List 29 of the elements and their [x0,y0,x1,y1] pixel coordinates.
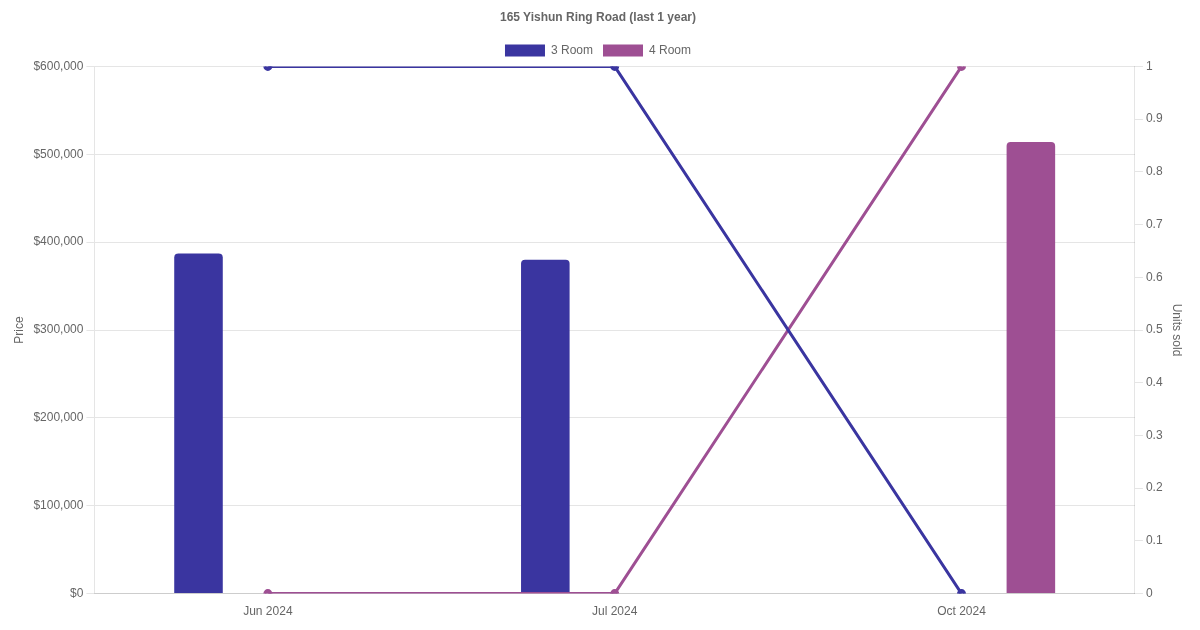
y2-tick-label: 0.2 [1145,480,1163,495]
y2-tick-label: 0.1 [1145,533,1163,548]
x-tick-label: Jun 2024 [243,604,293,619]
y2-tick-label: 0.5 [1145,322,1163,337]
x-tick-label: Jul 2024 [592,604,638,619]
legend-label: 3 Room [550,42,594,57]
legend-label: 4 Room [649,42,692,57]
y-tick-label: $600,000 [33,58,84,73]
y-tick-label: $400,000 [33,234,84,249]
y-tick-label: $0 [70,585,84,600]
bar [174,253,223,594]
y-tick-label: $500,000 [33,146,84,161]
y2-tick-label: 0.3 [1145,427,1163,442]
y2-axis-title: Units sold [1170,303,1185,357]
bar [1006,141,1056,594]
y2-tick-label: 0.8 [1145,164,1163,179]
y2-tick-label: 0.9 [1145,111,1163,126]
y2-tick-label: 0.6 [1145,269,1163,284]
bar [521,259,570,594]
y2-tick-label: 1 [1145,58,1153,73]
y-tick-label: $200,000 [33,410,84,425]
chart-title: 165 Yishun Ring Road (last 1 year) [499,9,697,24]
y2-tick-label: 0.7 [1145,216,1163,231]
x-tick-label: Oct 2024 [937,604,987,619]
y2-tick-label: 0 [1145,585,1153,600]
y-axis-title: Price [11,316,26,344]
y2-tick-label: 0.4 [1145,375,1163,390]
y-tick-label: $100,000 [33,498,84,513]
y-tick-label: $300,000 [33,322,84,337]
